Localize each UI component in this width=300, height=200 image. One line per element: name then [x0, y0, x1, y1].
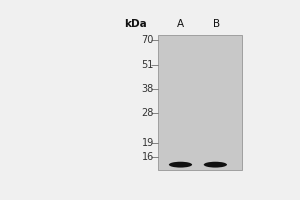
Text: 70: 70	[141, 35, 154, 45]
Text: A: A	[177, 19, 184, 29]
Text: 51: 51	[141, 60, 154, 70]
Text: 16: 16	[142, 152, 154, 162]
Bar	[158, 35, 242, 170]
Text: kDa: kDa	[124, 19, 146, 29]
Text: 19: 19	[142, 138, 154, 148]
Ellipse shape	[204, 162, 227, 168]
Text: 38: 38	[142, 84, 154, 94]
Text: 28: 28	[141, 108, 154, 118]
Ellipse shape	[169, 162, 192, 168]
Text: B: B	[213, 19, 220, 29]
